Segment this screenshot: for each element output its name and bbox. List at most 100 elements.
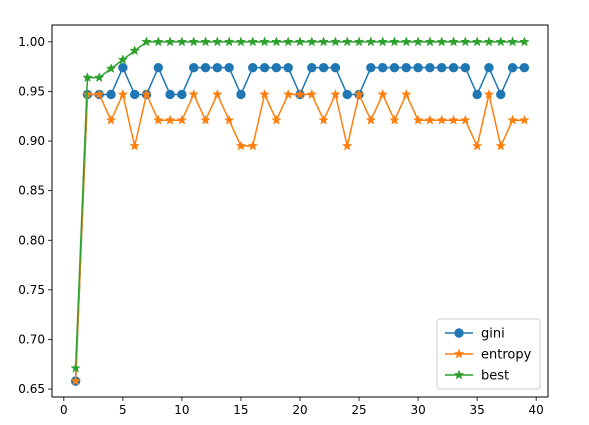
data-point-gini xyxy=(283,62,293,73)
data-point-best xyxy=(259,36,270,47)
data-point-best xyxy=(318,36,329,47)
data-point-entropy xyxy=(188,88,199,99)
data-point-gini xyxy=(259,62,270,73)
data-point-entropy xyxy=(389,114,400,125)
data-point-best xyxy=(448,36,459,47)
data-point-best xyxy=(93,72,105,83)
x-tick-label: 20 xyxy=(292,403,307,417)
x-tick-label: 15 xyxy=(233,403,248,417)
data-point-best xyxy=(141,36,152,47)
data-point-gini xyxy=(165,89,175,100)
legend-label-best: best xyxy=(481,369,509,384)
data-point-gini xyxy=(484,62,494,73)
y-tick-label: 0.70 xyxy=(18,332,45,346)
x-tick-label: 30 xyxy=(410,403,425,417)
data-point-best xyxy=(247,36,259,47)
y-tick-label: 0.80 xyxy=(18,233,45,247)
data-point-best xyxy=(471,36,483,47)
data-point-entropy xyxy=(507,114,518,125)
data-point-best xyxy=(353,36,365,47)
data-point-gini xyxy=(236,89,246,100)
x-axis: 0 5 10 15 20 25 30 35 40 xyxy=(60,397,544,417)
data-point-best xyxy=(412,36,424,47)
legend-label-entropy: entropy xyxy=(481,348,532,363)
data-point-best xyxy=(176,36,188,47)
data-point-entropy xyxy=(306,88,318,99)
data-point-gini xyxy=(248,62,258,73)
data-point-gini xyxy=(153,62,163,73)
data-point-best xyxy=(330,36,341,47)
data-point-entropy xyxy=(330,88,341,99)
y-axis: 0.65 0.70 0.75 0.80 0.85 0.90 0.95 1.00 xyxy=(18,35,52,396)
data-point-entropy xyxy=(93,88,105,99)
data-point-best xyxy=(424,36,436,47)
series-best xyxy=(70,36,530,373)
data-point-entropy xyxy=(235,140,247,151)
y-tick-label: 0.65 xyxy=(18,382,45,396)
data-point-entropy xyxy=(247,140,259,151)
data-point-entropy xyxy=(164,114,176,125)
data-point-best xyxy=(306,36,318,47)
data-point-best xyxy=(153,36,164,47)
data-point-gini xyxy=(437,62,447,73)
data-point-entropy xyxy=(377,88,388,99)
data-point-gini xyxy=(189,62,199,73)
data-point-entropy xyxy=(294,88,306,99)
data-point-best xyxy=(235,36,247,47)
data-point-entropy xyxy=(318,114,329,125)
series-entropy xyxy=(70,88,530,386)
data-point-best xyxy=(436,36,447,47)
data-point-entropy xyxy=(212,88,223,99)
data-point-gini xyxy=(307,62,317,73)
data-point-entropy xyxy=(460,114,471,125)
data-point-best xyxy=(377,36,388,47)
data-point-entropy xyxy=(353,88,365,99)
data-point-gini xyxy=(519,62,530,73)
y-tick-label: 0.90 xyxy=(18,134,45,148)
legend-box xyxy=(436,318,541,390)
data-point-entropy xyxy=(141,88,152,99)
y-tick-label: 0.95 xyxy=(18,84,45,98)
data-point-best xyxy=(294,36,306,47)
data-point-best xyxy=(519,36,530,47)
data-point-entropy xyxy=(341,140,353,151)
data-point-entropy xyxy=(401,88,412,99)
data-point-best xyxy=(365,36,377,47)
data-point-entropy xyxy=(200,114,211,125)
data-point-entropy xyxy=(365,114,377,125)
data-point-best xyxy=(507,36,518,47)
data-point-best xyxy=(212,36,223,47)
data-point-entropy xyxy=(436,114,447,125)
data-point-best xyxy=(460,36,471,47)
y-tick-label: 1.00 xyxy=(18,35,45,49)
data-point-gini xyxy=(507,62,518,73)
data-point-best xyxy=(495,36,507,47)
data-point-entropy xyxy=(424,114,436,125)
x-tick-label: 25 xyxy=(351,403,366,417)
data-point-entropy xyxy=(70,375,81,386)
data-point-best xyxy=(129,45,140,56)
data-point-best xyxy=(401,36,412,47)
data-point-gini xyxy=(118,62,128,73)
data-point-gini xyxy=(377,62,388,73)
data-point-best xyxy=(164,36,176,47)
data-point-best xyxy=(117,54,129,65)
data-point-best xyxy=(223,36,235,47)
data-point-entropy xyxy=(271,114,282,125)
data-point-gini xyxy=(425,62,435,73)
data-point-entropy xyxy=(495,140,507,151)
legend-marker-gini xyxy=(454,328,464,338)
data-point-best xyxy=(341,36,353,47)
data-point-gini xyxy=(401,62,411,73)
data-point-entropy xyxy=(519,114,530,125)
y-tick-label: 0.85 xyxy=(18,184,45,198)
data-point-best xyxy=(271,36,282,47)
legend-marker-best xyxy=(453,369,465,380)
data-point-gini xyxy=(106,89,116,100)
data-point-entropy xyxy=(223,114,235,125)
data-point-entropy xyxy=(412,114,424,125)
data-point-best xyxy=(188,36,199,47)
data-point-entropy xyxy=(448,114,459,125)
series-layer xyxy=(70,36,530,386)
